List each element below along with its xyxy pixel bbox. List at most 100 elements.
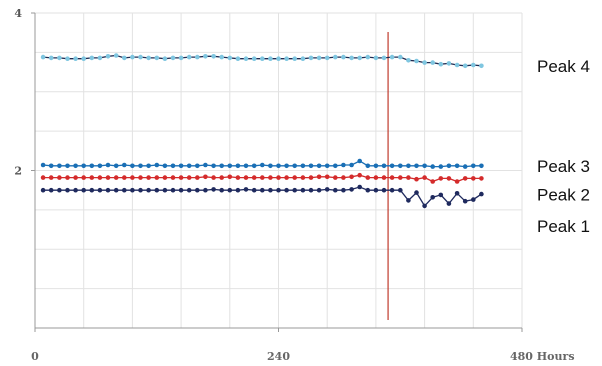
data-point [186,163,192,169]
data-point [243,56,249,61]
x-tick-label: 240 [267,350,290,363]
data-point [130,163,135,169]
data-point [113,53,119,58]
data-point [122,55,127,61]
data-point [292,163,298,169]
data-point [81,163,86,169]
data-point [130,175,135,180]
data-point [170,163,176,169]
data-point [81,175,86,180]
data-point [373,163,379,169]
data-point [260,56,265,61]
data-point [154,162,160,168]
data-point [333,163,338,169]
data-point [260,175,265,180]
data-point [284,56,289,61]
data-point [57,163,62,169]
data-point [186,54,192,60]
data-point [414,163,419,169]
data-point [146,187,151,193]
data-point [219,54,224,60]
data-point [65,56,70,61]
data-point [178,55,184,61]
data-point [365,187,371,193]
data-point [292,56,298,61]
data-point [219,163,224,169]
data-point [300,163,306,169]
data-point [235,163,241,169]
series-peak-4 [40,53,484,69]
series-labels: Peak 4 Peak 3 Peak 2 Peak 1 [537,57,590,236]
data-point [414,176,419,182]
tick-labels: 240 240 480 Hours [14,7,574,363]
data-point [73,56,78,61]
data-point [227,174,233,180]
data-point [454,163,460,169]
data-point [446,176,452,181]
data-point [154,187,160,193]
data-point [81,56,86,61]
data-point [479,191,484,197]
data-point [446,163,452,169]
data-point [211,175,216,180]
data-point [430,195,436,200]
data-point [389,54,395,60]
data-point [438,176,444,181]
data-point [316,55,322,61]
data-point [89,55,95,61]
data-point [48,187,54,193]
data-point [138,163,143,169]
x-tick-label: 0 [31,350,39,363]
data-point [211,163,216,169]
data-point [349,162,354,168]
data-point [243,175,249,180]
data-point [462,176,468,181]
data-point [251,163,257,169]
data-point [203,162,208,168]
data-point [122,187,127,193]
data-point [154,55,160,61]
data-point [130,187,135,193]
data-point [462,164,468,169]
data-point [324,163,330,169]
data-point [276,187,281,193]
data-point [154,175,160,180]
data-point [260,187,265,193]
series-peak-2 [40,172,484,184]
data-point [381,55,387,61]
data-point [357,55,363,61]
data-point [260,162,265,168]
data-point [97,187,103,193]
data-point [381,187,387,193]
data-point [438,164,444,169]
data-point [113,175,119,180]
data-point [211,54,216,59]
data-point [381,163,387,169]
data-point [479,176,484,181]
data-point [454,191,460,196]
data-point [186,175,192,180]
data-point [462,198,468,204]
data-point [268,163,273,169]
data-point [389,187,395,193]
series-label-peak-3: Peak 3 [537,157,590,176]
data-point [227,187,233,193]
y-tick-label: 4 [14,7,22,20]
data-point [373,187,379,193]
data-point [276,163,281,169]
data-point [65,175,70,180]
data-point [446,61,452,66]
data-point [170,187,176,193]
data-point [430,164,436,169]
data-point [341,175,346,180]
data-point [333,187,338,193]
data-point [333,54,338,60]
data-point [138,54,143,60]
data-point [48,55,54,61]
data-point [81,187,86,193]
data-point [324,187,330,192]
data-point [316,187,322,193]
data-point [235,56,241,61]
data-point [251,187,257,193]
data-point [422,163,427,169]
